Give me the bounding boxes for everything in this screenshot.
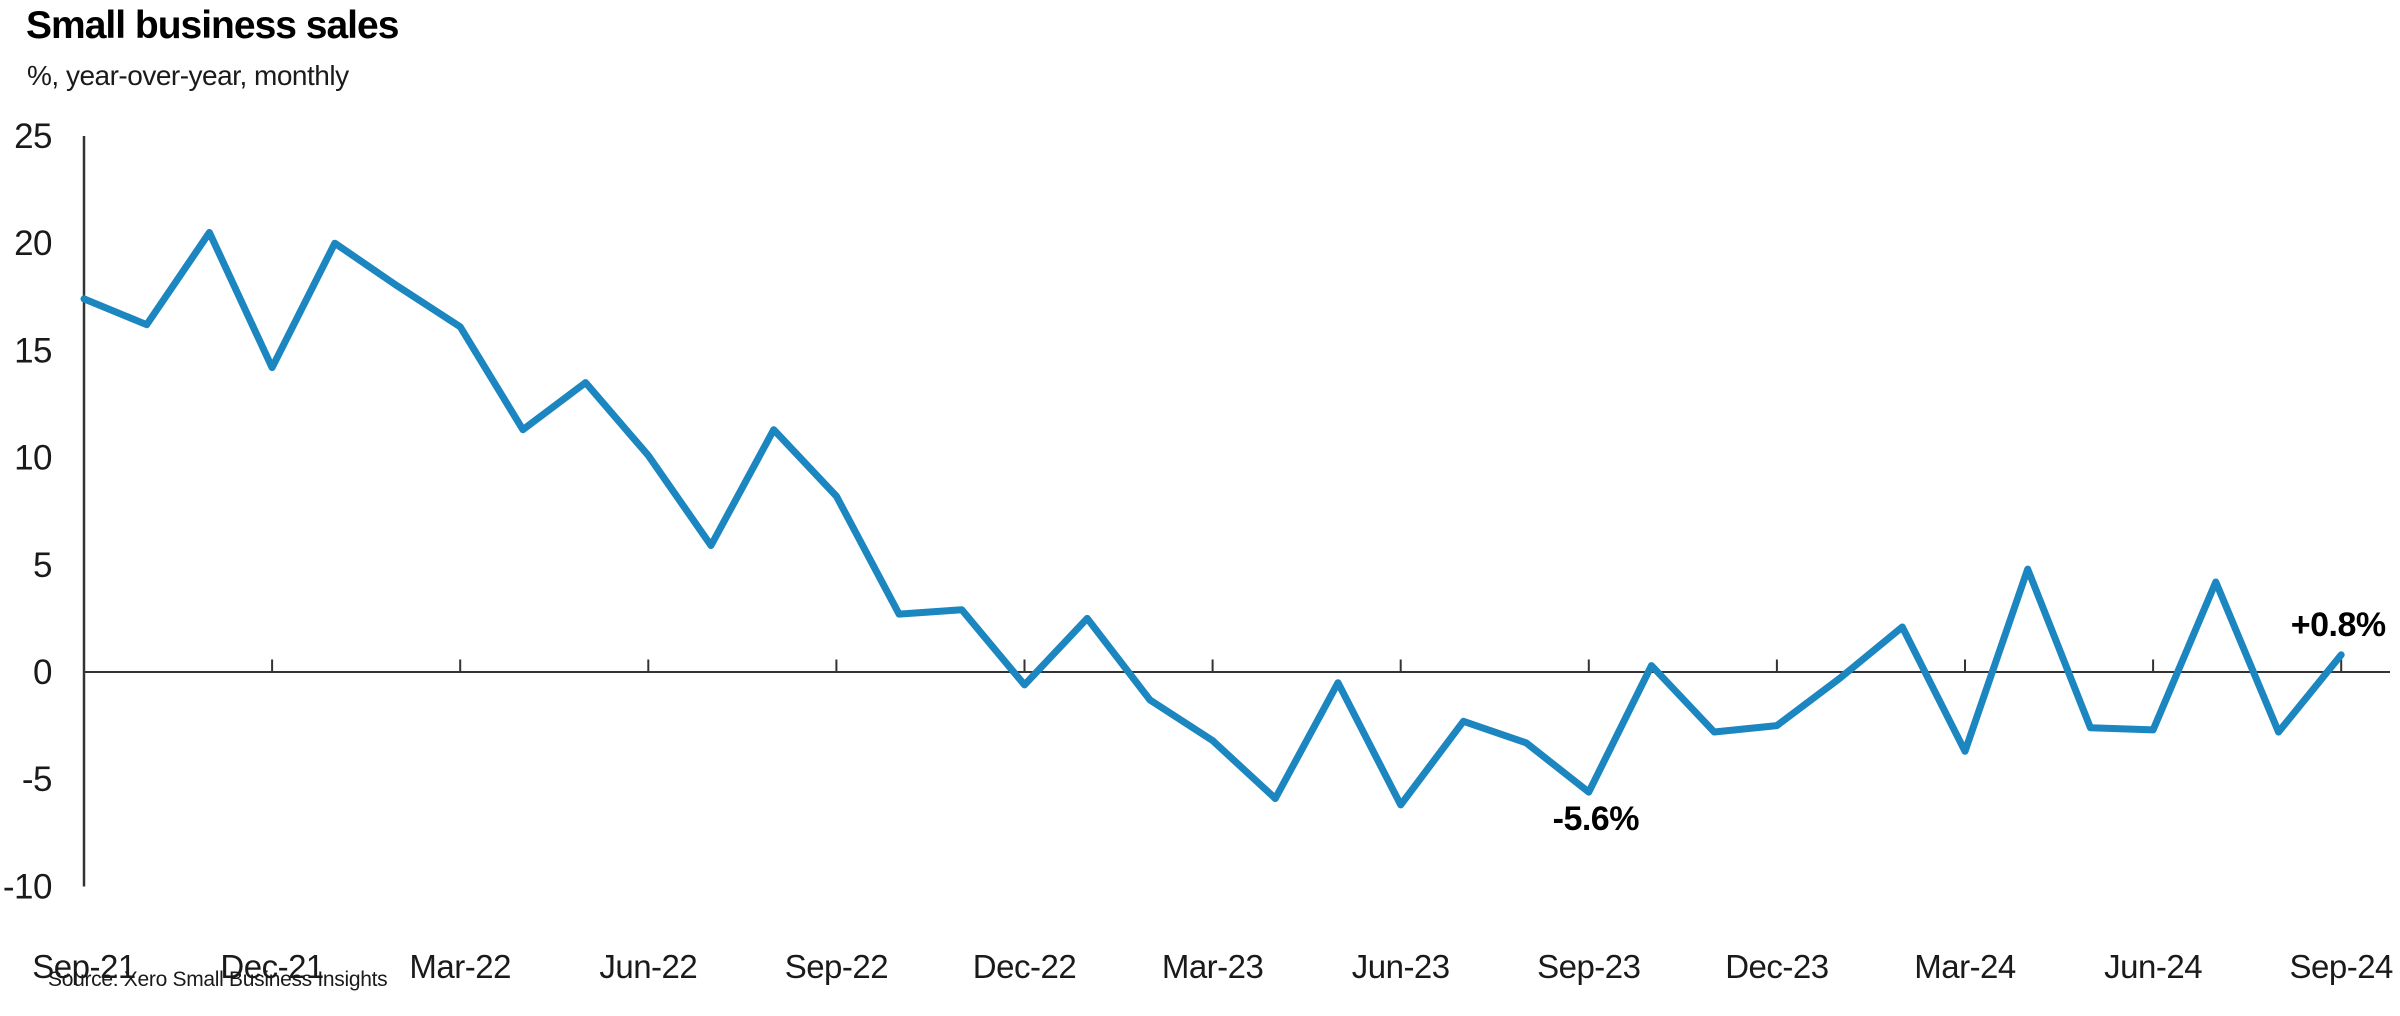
x-tick-marks <box>271 659 2343 672</box>
x-tick-label: Mar-24 <box>1914 948 2016 985</box>
x-tick-label: Sep-22 <box>785 948 888 985</box>
x-tick-label: Sep-24 <box>2289 948 2393 985</box>
y-tick-label: -10 <box>3 867 52 906</box>
chart-subtitle: %, year-over-year, monthly <box>27 60 349 91</box>
x-tick-label: Mar-22 <box>409 948 511 985</box>
x-tick-label: Dec-22 <box>973 948 1076 985</box>
y-tick-label: 5 <box>33 546 52 585</box>
line-annotation: +0.8% <box>2291 606 2386 644</box>
x-tick-label: Sep-21 <box>32 948 135 985</box>
y-axis-labels: 25 20 15 10 5 0 -5 -10 <box>3 117 53 906</box>
line-annotations: -5.6% +0.8% <box>1553 606 2387 838</box>
x-axis-labels: Sep-21 Dec-21 Mar-22 Jun-22 Sep-22 Dec-22 Mar-… <box>32 948 2393 985</box>
x-tick-label: Jun-23 <box>1352 948 1450 985</box>
y-tick-label: -5 <box>22 760 52 799</box>
y-tick-label: 10 <box>14 439 52 478</box>
x-tick-label: Dec-21 <box>220 948 323 985</box>
x-tick-label: Jun-24 <box>2104 948 2202 985</box>
y-tick-label: 0 <box>33 653 52 692</box>
sales-line-series <box>80 229 2345 809</box>
x-tick-label: Mar-23 <box>1162 948 1264 985</box>
y-tick-label: 25 <box>14 117 52 156</box>
x-tick-label: Jun-22 <box>599 948 697 985</box>
chart-title: Small business sales <box>26 4 399 47</box>
y-tick-label: 15 <box>14 331 52 370</box>
y-tick-label: 20 <box>14 224 52 263</box>
source-note: Source: Xero Small Business Insights <box>48 968 388 991</box>
x-tick-label: Dec-23 <box>1725 948 1828 985</box>
x-tick-label: Sep-23 <box>1537 948 1640 985</box>
line-annotation: -5.6% <box>1553 800 1640 838</box>
